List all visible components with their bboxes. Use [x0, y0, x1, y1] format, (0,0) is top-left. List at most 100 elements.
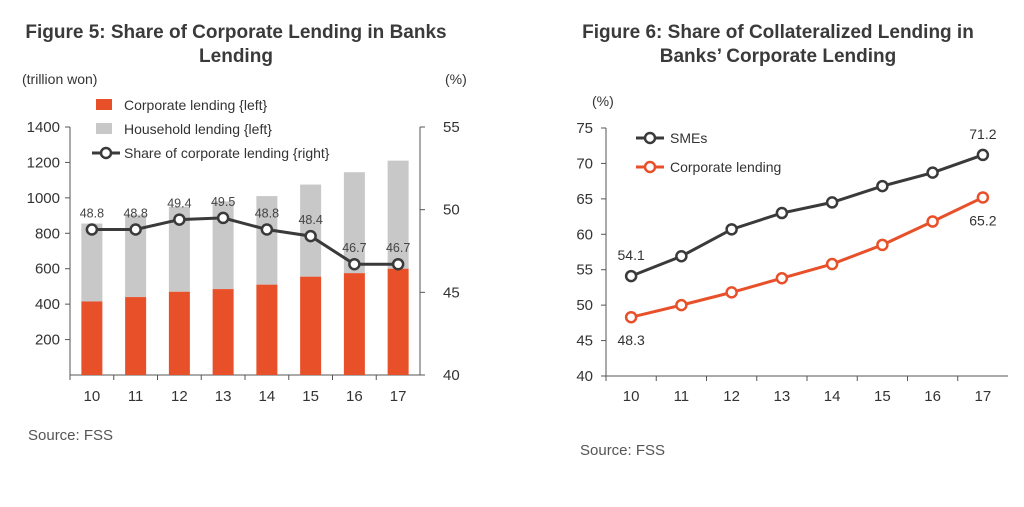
fig5-legend-household-label: Household lending {left}	[124, 121, 272, 137]
fig6-x-tick-label: 11	[674, 388, 690, 405]
fig6-x-tick-label: 16	[924, 388, 941, 405]
fig5-x-tick-label: 11	[128, 388, 144, 405]
fig5-title-line2: Lending	[199, 46, 273, 67]
fig6-title-line2: Banks’ Corporate Lending	[660, 46, 896, 67]
fig6-corporate-point	[775, 271, 789, 285]
fig5-household-bar	[168, 206, 190, 292]
fig5-corporate-bar	[168, 291, 190, 375]
fig5-legend-corporate-label: Corporate lending {left}	[124, 97, 268, 113]
fig5-right-tick-label: 50	[443, 202, 460, 219]
fig5-share-line	[91, 216, 399, 266]
fig5-household-bar	[343, 172, 365, 274]
fig6-corporate-point	[725, 286, 738, 299]
fig5-x-tick-label: 15	[302, 388, 319, 405]
fig5-left-tick-label: 800	[35, 225, 60, 242]
fig5-household-bar	[256, 196, 278, 285]
fig6-x-tick-label: 14	[824, 388, 841, 405]
fig5-share-data-label: 46.7	[342, 241, 366, 255]
fig6-legend-smes-marker	[643, 131, 657, 145]
fig6-smes-point	[624, 269, 638, 283]
fig5-legend-share-marker	[99, 146, 113, 160]
fig5-corporate-bar	[256, 284, 278, 375]
fig5-plot: 1400 1200 1000 800 600 400 200 55 50 45 40 10 11 12 13…	[27, 97, 460, 405]
fig6-corporate-last-label: 65.2	[969, 212, 996, 228]
fig5-share-data-label: 46.7	[386, 241, 410, 255]
fig6-smes-point	[926, 166, 939, 179]
fig5-legend-corporate-swatch	[96, 99, 112, 110]
fig6-smes-point	[876, 179, 889, 193]
fig6-smes-point	[976, 148, 990, 162]
fig5-right-tick-label: 45	[443, 284, 460, 301]
fig6-smes-point	[675, 250, 688, 263]
fig5-right-tick-label: 55	[443, 119, 460, 136]
fig5-share-point	[129, 223, 142, 236]
fig6-y-tick-label: 55	[576, 262, 593, 279]
fig6-smes-point	[775, 206, 789, 220]
fig5-legend-household-swatch	[96, 123, 112, 134]
fig5-x-tick-label: 16	[346, 388, 363, 405]
fig6-y-tick-label: 45	[576, 333, 593, 350]
fig5-share-point	[173, 213, 186, 226]
fig6-y-tick-label: 70	[576, 155, 593, 172]
fig5-left-tick-label: 1000	[27, 190, 60, 207]
fig6-y-tick-label: 75	[576, 120, 593, 137]
fig6-x-tick-label: 17	[975, 388, 992, 405]
fig6-corporate-point	[675, 298, 688, 312]
fig5-left-tick-label: 1200	[27, 154, 60, 171]
fig6-source: Source: FSS	[580, 442, 665, 459]
fig5-x-tick-label: 10	[84, 388, 101, 405]
fig6-smes-last-label: 71.2	[969, 126, 996, 142]
fig5-x-tick-label: 14	[259, 388, 276, 405]
fig6-corporate-point	[825, 257, 839, 271]
fig5-title-line1: Figure 5: Share of Corporate Lending in …	[25, 22, 446, 43]
fig5-left-unit-label: (trillion won)	[22, 71, 97, 87]
fig5-x-tick-label: 17	[390, 388, 407, 405]
fig5-left-tick-label: 400	[35, 296, 60, 313]
fig5-share-point	[348, 257, 361, 271]
fig6-smes-first-label: 54.1	[618, 247, 645, 263]
fig6-smes-line	[630, 153, 984, 278]
fig5-share-point	[260, 223, 274, 236]
fig6-x-tick-label: 13	[774, 388, 791, 405]
fig6-plot: 75 70 65 60 55 50 45 40 10 11 12 13 14 15 16 17 54.1 71.2…	[576, 120, 1008, 405]
fig6-legend-smes-label: SMEs	[670, 130, 707, 146]
fig6-corporate-point	[624, 310, 638, 324]
fig5-household-bar	[81, 223, 103, 302]
fig5-share-point	[216, 211, 230, 225]
fig6-y-tick-label: 50	[576, 297, 593, 314]
fig6-legend-corporate-marker	[643, 160, 657, 174]
fig5-left-tick-label: 200	[35, 332, 60, 349]
fig5-share-data-label: 48.8	[80, 207, 104, 221]
fig6-x-tick-label: 15	[874, 388, 891, 405]
fig5-corporate-bar	[81, 301, 103, 375]
fig6-x-tick-label: 10	[623, 388, 640, 405]
fig5-share-data-label: 48.8	[123, 207, 147, 221]
fig5-share-point	[391, 257, 405, 271]
fig5-corporate-bar	[125, 297, 147, 375]
fig5-corporate-bar	[387, 268, 409, 375]
fig5-corporate-bar	[343, 273, 365, 375]
fig6-corporate-first-label: 48.3	[618, 332, 645, 348]
fig5-share-point	[85, 223, 99, 236]
fig5-left-tick-label: 1400	[27, 119, 60, 136]
fig5-share-data-label: 49.4	[167, 197, 191, 211]
fig6-corporate-point	[876, 238, 889, 252]
fig6-y-tick-label: 40	[576, 368, 593, 385]
fig6-corporate-point	[926, 215, 939, 228]
fig6-corporate-point	[976, 191, 990, 204]
fig5-household-bar	[125, 214, 147, 298]
fig6-corporate-line	[630, 196, 984, 319]
fig5-x-tick-label: 12	[171, 388, 188, 405]
fig5-right-tick-label: 40	[443, 367, 460, 384]
fig5-household-bar	[212, 201, 234, 290]
fig6-legend-corporate-label: Corporate lending	[670, 159, 781, 175]
fig5-share-data-label: 48.8	[255, 207, 279, 221]
fig5-corporate-bar	[300, 276, 322, 375]
fig6-unit-label: (%)	[592, 93, 614, 109]
fig5-corporate-bar	[212, 289, 234, 375]
fig5-share-point	[304, 229, 317, 243]
fig5-household-bar	[387, 160, 409, 269]
fig6-smes-point	[725, 223, 738, 236]
fig6-y-tick-label: 65	[576, 191, 593, 208]
